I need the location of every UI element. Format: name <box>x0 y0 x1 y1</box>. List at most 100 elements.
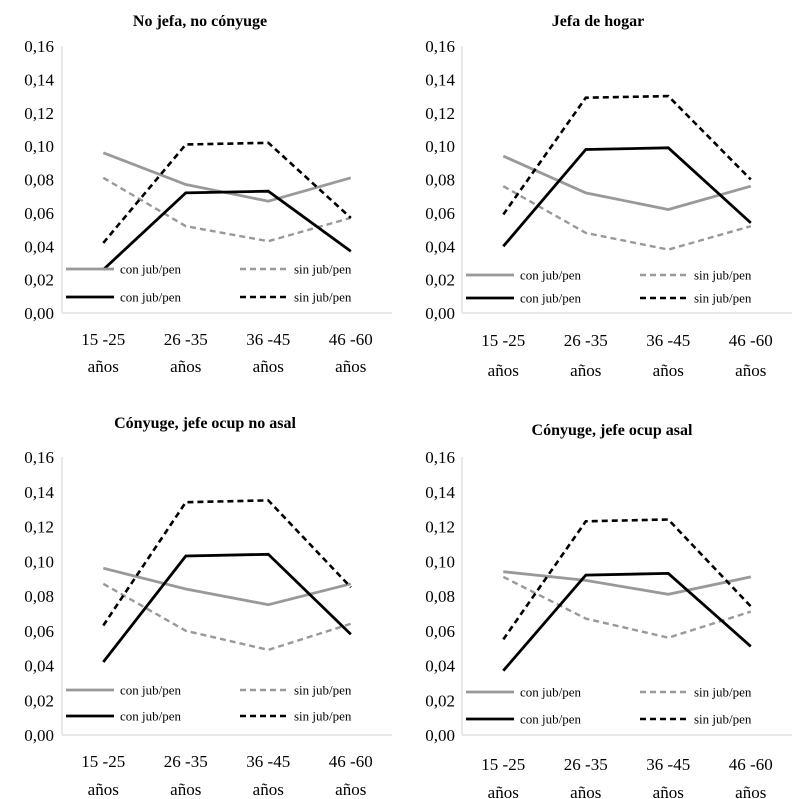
legend-label: sin jub/pen <box>694 268 752 283</box>
y-tick-label: 0,12 <box>425 518 455 537</box>
series-line-1 <box>502 154 752 211</box>
chart-title: Cónyuge, jefe ocup no asal <box>114 415 296 432</box>
y-tick-label: 0,04 <box>24 237 54 256</box>
series-line-4 <box>102 499 352 627</box>
y-tick-label: 0,08 <box>425 587 455 606</box>
y-tick-label: 0,12 <box>425 104 455 123</box>
series-line-4 <box>502 94 752 216</box>
y-tick-label: 0,08 <box>24 171 54 190</box>
legend-label: sin jub/pen <box>294 709 352 724</box>
y-tick-label: 0,04 <box>24 657 54 676</box>
legend-label: sin jub/pen <box>294 683 352 698</box>
y-tick-label: 0,04 <box>425 237 455 256</box>
x-tick-label: 46 -60 <box>729 755 773 774</box>
legend-label: con jub/pen <box>120 262 182 277</box>
chart-panel-1: No jefa, no cónyuge 0,00 0,02 0,04 0,06 0,08 0… <box>24 13 392 376</box>
legend-label: sin jub/pen <box>294 262 352 277</box>
series-line-2 <box>102 582 352 652</box>
x-tick-label-line2: años <box>735 361 766 380</box>
series-line-2 <box>502 185 752 251</box>
y-tick-label: 0,00 <box>425 304 455 323</box>
legend-label: con jub/pen <box>120 709 182 724</box>
y-tick-label: 0,14 <box>24 483 54 502</box>
series-line-1 <box>102 151 352 203</box>
series-line-3 <box>502 571 752 672</box>
y-tick-label: 0,08 <box>425 171 455 190</box>
y-tick-label: 0,02 <box>425 691 455 710</box>
y-tick-label: 0,12 <box>24 518 54 537</box>
x-tick-label-line2: años <box>570 783 601 799</box>
x-tick-label-line2: años <box>488 361 519 380</box>
legend-label: sin jub/pen <box>694 685 752 700</box>
x-tick-label-line2: años <box>488 783 519 799</box>
chart-panel-2: Jefa de hogar 0,00 0,02 0,04 0,06 0,08 0,10 0,1… <box>425 13 792 380</box>
y-tick-label: 0,06 <box>425 204 455 223</box>
y-tick-label: 0,14 <box>24 70 54 89</box>
y-tick-label: 0,10 <box>425 137 455 156</box>
y-tick-label: 0,12 <box>24 104 54 123</box>
legend-label: sin jub/pen <box>694 712 752 727</box>
y-tick-label: 0,06 <box>24 204 54 223</box>
y-tick-label: 0,00 <box>24 304 54 323</box>
series-line-2 <box>502 575 752 639</box>
x-tick-label: 36 -45 <box>246 330 290 349</box>
series-line-4 <box>102 141 352 244</box>
x-tick-label-line2: años <box>335 357 366 376</box>
chart-title: Cónyuge, jefe ocup asal <box>532 422 693 439</box>
x-tick-label: 36 -45 <box>646 755 690 774</box>
y-tick-label: 0,14 <box>425 70 455 89</box>
series-line-1 <box>503 570 752 596</box>
y-tick-label: 0,04 <box>425 657 455 676</box>
x-tick-label-line2: años <box>653 361 684 380</box>
y-tick-label: 0,02 <box>425 271 455 290</box>
y-tick-label: 0,10 <box>425 552 455 571</box>
x-tick-label-line2: años <box>88 780 119 799</box>
x-tick-label-line2: años <box>653 783 684 799</box>
x-tick-label: 26 -35 <box>564 331 608 350</box>
series-line-3 <box>102 552 352 663</box>
x-tick-label-line2: años <box>253 357 284 376</box>
chart-title: Jefa de hogar <box>552 13 644 30</box>
y-tick-label: 0,10 <box>24 137 54 156</box>
series-line-4 <box>502 518 752 641</box>
x-tick-label: 26 -35 <box>164 330 208 349</box>
series-line-3 <box>502 146 752 248</box>
y-tick-label: 0,00 <box>24 726 54 745</box>
x-tick-label: 15 -25 <box>481 331 525 350</box>
legend-label: sin jub/pen <box>294 290 352 305</box>
series-line-2 <box>102 176 352 243</box>
chart-panel-3: Cónyuge, jefe ocup no asal 0,00 0,02 0,04 0,… <box>24 415 392 799</box>
legend-label: sin jub/pen <box>694 291 752 306</box>
legend-label: con jub/pen <box>520 291 582 306</box>
legend-label: con jub/pen <box>120 683 182 698</box>
y-tick-label: 0,14 <box>425 483 455 502</box>
y-tick-label: 0,10 <box>24 552 54 571</box>
y-tick-label: 0,02 <box>24 691 54 710</box>
y-tick-label: 0,16 <box>24 37 54 56</box>
legend-label: con jub/pen <box>520 268 582 283</box>
x-tick-label: 36 -45 <box>246 752 290 771</box>
x-tick-label-line2: años <box>170 780 201 799</box>
legend-label: con jub/pen <box>520 685 582 700</box>
x-tick-label-line2: años <box>170 357 201 376</box>
chart-title: No jefa, no cónyuge <box>133 13 267 30</box>
x-tick-label-line2: años <box>570 361 601 380</box>
x-tick-label: 36 -45 <box>646 331 690 350</box>
y-tick-label: 0,16 <box>425 448 455 467</box>
x-tick-label: 46 -60 <box>329 752 373 771</box>
x-tick-label: 15 -25 <box>481 755 525 774</box>
series-line-3 <box>102 189 352 271</box>
y-tick-label: 0,02 <box>24 271 54 290</box>
x-tick-label-line2: años <box>88 357 119 376</box>
x-tick-label: 26 -35 <box>164 752 208 771</box>
x-tick-label: 26 -35 <box>564 755 608 774</box>
x-tick-label: 46 -60 <box>329 330 373 349</box>
x-tick-label: 15 -25 <box>81 752 125 771</box>
x-tick-label: 46 -60 <box>729 331 773 350</box>
y-tick-label: 0,08 <box>24 587 54 606</box>
x-tick-label-line2: años <box>335 780 366 799</box>
x-tick-label-line2: años <box>253 780 284 799</box>
y-tick-label: 0,16 <box>425 37 455 56</box>
chart-panel-4: Cónyuge, jefe ocup asal 0,00 0,02 0,04 0,06 0… <box>425 422 792 799</box>
